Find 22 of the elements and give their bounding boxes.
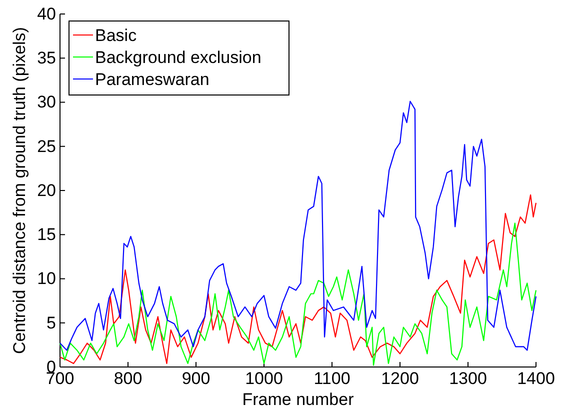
y-tick-label: 25 xyxy=(37,136,56,156)
x-axis-title: Frame number xyxy=(242,390,354,409)
y-tick-label: 20 xyxy=(37,180,56,200)
x-tick-label: 1200 xyxy=(381,369,419,388)
y-tick-label: 15 xyxy=(37,225,56,244)
y-tick-label: 40 xyxy=(37,4,56,24)
legend-label: Parameswaran xyxy=(95,70,210,89)
legend-label: Basic xyxy=(95,26,138,45)
x-tick-label: 1300 xyxy=(449,369,487,388)
x-tick-label: 1000 xyxy=(245,369,283,388)
y-tick-label: 5 xyxy=(46,313,56,332)
line-series xyxy=(59,194,537,364)
legend-label: Background exclusion xyxy=(95,48,262,67)
x-tick-label: 800 xyxy=(114,369,142,388)
line-series xyxy=(59,100,537,351)
x-tick-label: 1100 xyxy=(314,369,350,388)
y-tick-label: 30 xyxy=(37,92,56,112)
y-tick-label: 10 xyxy=(37,269,56,288)
x-tick-label: 1400 xyxy=(517,369,555,388)
x-tick-label: 900 xyxy=(182,369,210,388)
y-tick-label: 35 xyxy=(37,48,56,68)
y-axis-title: Centroid distance from ground truth (pixels) xyxy=(10,27,29,354)
